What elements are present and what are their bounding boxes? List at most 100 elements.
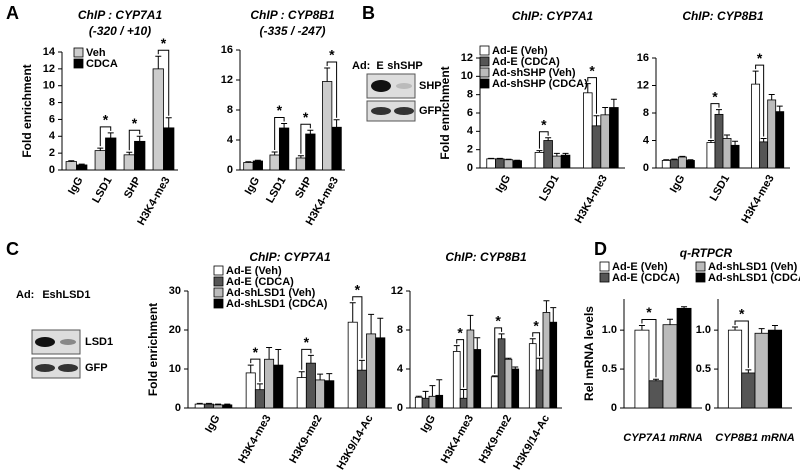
significance-bracket <box>326 61 338 118</box>
y-tick-label: 0 <box>227 164 233 176</box>
y-tick-label: 8 <box>643 107 649 119</box>
bar <box>278 127 290 171</box>
chart-title: ChIP: CYP8B1 <box>682 9 764 23</box>
x-tick-label: H3K9-me2 <box>287 413 324 466</box>
error-bar <box>562 152 569 156</box>
y-tick-label: 0 <box>643 162 649 174</box>
significance-mark: * <box>103 112 109 128</box>
bar <box>677 156 687 169</box>
y-tick-label: 12 <box>637 79 649 91</box>
bar <box>741 372 756 409</box>
significance-mark: * <box>304 334 310 350</box>
blot-band <box>35 337 55 347</box>
error-bar <box>529 338 536 344</box>
y-tick-label: 12 <box>221 74 233 86</box>
x-tick-label: LSD1 <box>708 173 732 203</box>
bar <box>315 379 326 409</box>
blot-band-label: LSD1 <box>85 336 113 348</box>
legend-label: Ad-shSHP (Veh) <box>492 67 576 79</box>
bar <box>767 329 783 409</box>
bar <box>473 349 482 409</box>
error-bar <box>271 151 278 155</box>
significance-mark: * <box>495 313 501 329</box>
error-bar <box>536 150 543 153</box>
x-tick-label: IgG <box>419 413 439 435</box>
error-bar <box>307 354 314 364</box>
x-tick-label: LSD1 <box>264 175 288 205</box>
significance-mark: * <box>303 109 309 125</box>
error-bar <box>254 159 261 161</box>
legend-label: Ad-E (CDCA) <box>226 276 294 288</box>
bar <box>324 380 335 409</box>
x-tick-label: H3K9/14-Ac <box>335 413 376 471</box>
y-tick-label: 8 <box>227 104 233 116</box>
y-axis-label: Rel mRNA levels <box>582 306 596 401</box>
legend-swatch <box>479 67 490 78</box>
error-bar <box>638 324 645 331</box>
y-tick-label: 4 <box>227 134 234 146</box>
significance-bracket <box>300 123 311 154</box>
bar <box>347 321 358 409</box>
bar <box>414 396 423 409</box>
blot-band <box>35 364 55 372</box>
blot-band-label: GFP <box>85 362 108 374</box>
bar <box>134 140 146 171</box>
error-bar <box>550 307 557 323</box>
bar <box>252 160 263 171</box>
significance-mark: * <box>541 116 547 132</box>
significance-mark: * <box>355 281 361 297</box>
error-bar <box>663 159 670 161</box>
error-bar <box>553 152 560 157</box>
bar <box>366 333 377 409</box>
bar <box>264 358 275 409</box>
bar <box>305 133 316 171</box>
y-tick-label: 8 <box>397 324 403 336</box>
y-tick-label: 20 <box>169 324 181 336</box>
blot-band-label: GFP <box>419 105 442 117</box>
chart-subtitle: (-335 / -247) <box>259 24 325 38</box>
significance-mark: * <box>457 324 463 340</box>
bar <box>767 99 777 169</box>
x-tick-label: H3K4-me3 <box>439 413 476 466</box>
significance-mark: * <box>161 35 167 51</box>
error-bar <box>136 135 143 142</box>
y-tick-label: 14 <box>43 46 56 58</box>
bar <box>295 157 307 171</box>
chart-title: ChIP: CYP7A1 <box>512 9 594 23</box>
bar <box>591 125 602 169</box>
bar <box>669 159 679 169</box>
blot-band <box>58 364 78 372</box>
blot-band <box>371 107 391 115</box>
significance-bracket <box>532 332 541 357</box>
legend-label: Ad-E (CDCA) <box>492 56 560 68</box>
error-bar <box>681 306 688 309</box>
error-bar <box>275 349 282 366</box>
y-tick-label: 12 <box>43 63 55 75</box>
error-bar <box>429 385 436 397</box>
legend-label: Ad-E (Veh) <box>612 261 668 273</box>
bar <box>751 83 761 169</box>
significance-bracket <box>641 318 657 378</box>
error-bar <box>543 300 550 313</box>
bar <box>543 140 553 169</box>
x-tick-label: SHP <box>293 175 315 201</box>
bar <box>486 158 496 169</box>
significance-mark: * <box>646 304 652 320</box>
legend-swatch <box>213 298 224 309</box>
bar <box>356 369 367 409</box>
bar <box>504 358 513 409</box>
error-bar <box>760 137 767 142</box>
bar <box>123 154 135 171</box>
bar <box>528 343 537 409</box>
y-tick-label: 2 <box>49 147 55 159</box>
bar <box>714 113 724 169</box>
bar <box>428 395 437 409</box>
blot-header: Ad: <box>352 60 370 72</box>
bar <box>375 337 386 409</box>
error-bar <box>245 161 252 163</box>
error-bar <box>687 159 694 161</box>
panel-label: B <box>362 3 375 23</box>
error-bar <box>467 314 474 330</box>
blot-box <box>31 357 81 379</box>
bar <box>194 403 205 409</box>
